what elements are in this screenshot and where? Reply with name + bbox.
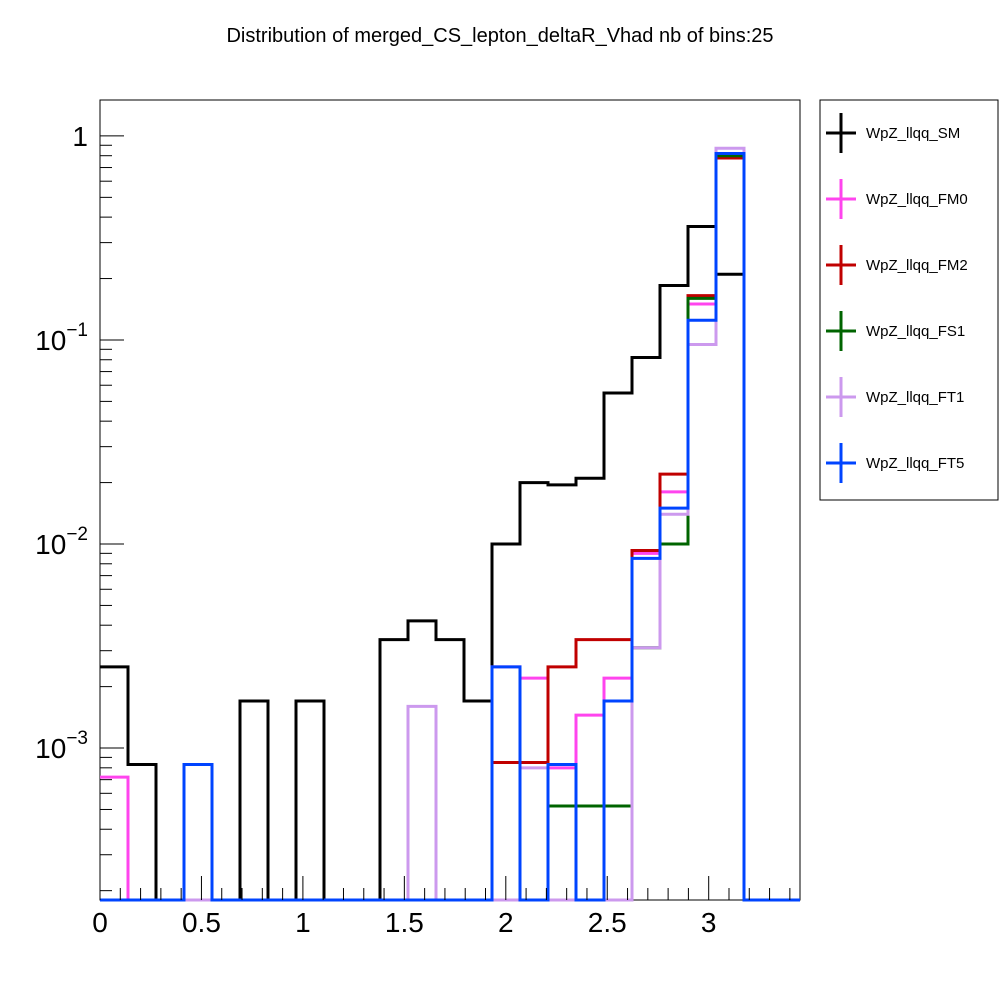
legend-entry: WpZ_llqq_SM: [826, 113, 960, 153]
legend-box: [819, 99, 999, 501]
legend-entry: WpZ_llqq_FT1: [826, 377, 964, 417]
legend-label: WpZ_llqq_FM2: [866, 257, 968, 274]
x-tick-label: 0.5: [182, 907, 221, 938]
x-tick-label: 1: [295, 907, 311, 938]
legend: WpZ_llqq_SM WpZ_llqq_FM0 WpZ_llqq_FM2 WpZ_l…: [819, 99, 999, 501]
legend-label: WpZ_llqq_FS1: [866, 323, 965, 340]
axes: 0 0.5 1 1.5 2 2.5 3 1 10−1 10−2 10−3: [35, 121, 791, 938]
y-tick-label: 1: [72, 121, 88, 152]
plot-area-border: [99, 99, 801, 901]
y-tick-label: 10−1: [35, 320, 88, 356]
legend-label: WpZ_llqq_FT5: [866, 455, 964, 472]
series-layer: [100, 146, 800, 902]
legend-entry: WpZ_llqq_FM0: [826, 179, 968, 219]
legend-label: WpZ_llqq_FT1: [866, 389, 964, 406]
series-line-wpz-llqq-ft5: [100, 152, 800, 902]
legend-entry: WpZ_llqq_FS1: [826, 311, 965, 351]
series-line-wpz-llqq-ft1: [100, 146, 800, 902]
y-tick-label: 10−3: [35, 728, 88, 764]
y-tick-label: 10−2: [35, 524, 88, 560]
series-line-wpz-llqq-fm2: [100, 156, 800, 902]
legend-entry: WpZ_llqq_FT5: [826, 443, 964, 483]
x-tick-label: 0: [92, 907, 108, 938]
x-tick-label: 3: [701, 907, 717, 938]
series-line-wpz-llqq-sm: [100, 224, 800, 902]
x-tick-label: 2.5: [588, 907, 627, 938]
x-tick-label: 2: [498, 907, 514, 938]
legend-label: WpZ_llqq_FM0: [866, 191, 968, 208]
series-line-wpz-llqq-fs1: [100, 154, 800, 902]
legend-entry: WpZ_llqq_FM2: [826, 245, 968, 285]
plot-frame: [99, 99, 801, 901]
chart-title: Distribution of merged_CS_lepton_deltaR_…: [226, 25, 773, 47]
series-line-wpz-llqq-fm0: [100, 154, 800, 902]
x-tick-label: 1.5: [385, 907, 424, 938]
legend-label: WpZ_llqq_SM: [866, 125, 960, 142]
